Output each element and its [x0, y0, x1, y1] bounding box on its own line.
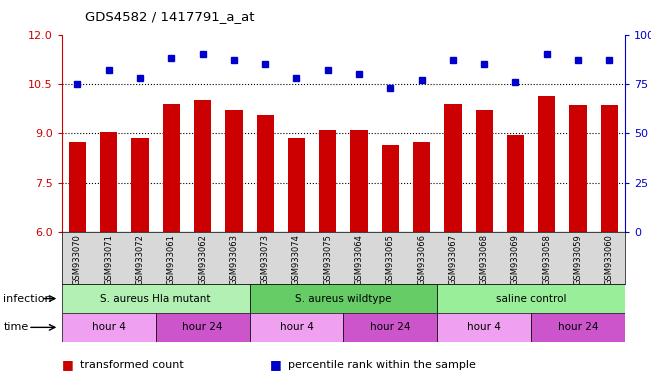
Text: hour 24: hour 24: [558, 322, 598, 333]
Text: GSM933068: GSM933068: [480, 234, 489, 285]
Text: GSM933066: GSM933066: [417, 234, 426, 285]
Bar: [225, 110, 243, 232]
Bar: [194, 101, 211, 232]
Text: hour 4: hour 4: [279, 322, 313, 333]
Bar: [62, 284, 249, 313]
Bar: [69, 142, 86, 232]
Text: GSM933061: GSM933061: [167, 234, 176, 285]
Text: ■: ■: [270, 358, 282, 371]
Text: transformed count: transformed count: [80, 360, 184, 370]
Text: GSM933065: GSM933065: [386, 234, 395, 285]
Bar: [343, 313, 437, 342]
Text: GSM933069: GSM933069: [511, 234, 520, 285]
Bar: [476, 110, 493, 232]
Bar: [413, 142, 430, 232]
Text: GSM933071: GSM933071: [104, 234, 113, 285]
Text: GSM933075: GSM933075: [324, 234, 332, 285]
Text: GSM933059: GSM933059: [574, 234, 583, 285]
Text: GSM933064: GSM933064: [355, 234, 363, 285]
Text: S. aureus wildtype: S. aureus wildtype: [295, 293, 392, 304]
Text: GSM933070: GSM933070: [73, 234, 82, 285]
Bar: [62, 313, 156, 342]
Bar: [156, 313, 249, 342]
Bar: [288, 138, 305, 232]
Text: hour 24: hour 24: [182, 322, 223, 333]
Text: GSM933067: GSM933067: [449, 234, 458, 285]
Bar: [437, 284, 625, 313]
Text: S. aureus Hla mutant: S. aureus Hla mutant: [100, 293, 211, 304]
Text: GSM933062: GSM933062: [198, 234, 207, 285]
Text: saline control: saline control: [496, 293, 566, 304]
Bar: [163, 104, 180, 232]
Text: infection: infection: [3, 293, 52, 304]
Bar: [507, 135, 524, 232]
Bar: [319, 130, 337, 232]
Text: GSM933072: GSM933072: [135, 234, 145, 285]
Text: ■: ■: [62, 358, 74, 371]
Bar: [100, 132, 117, 232]
Bar: [132, 138, 148, 232]
Text: GSM933058: GSM933058: [542, 234, 551, 285]
Text: GSM933073: GSM933073: [260, 234, 270, 285]
Text: GSM933060: GSM933060: [605, 234, 614, 285]
Bar: [531, 313, 625, 342]
Bar: [256, 115, 274, 232]
Text: hour 24: hour 24: [370, 322, 411, 333]
Text: percentile rank within the sample: percentile rank within the sample: [288, 360, 477, 370]
Text: hour 4: hour 4: [92, 322, 126, 333]
Text: GDS4582 / 1417791_a_at: GDS4582 / 1417791_a_at: [85, 10, 254, 23]
Bar: [570, 106, 587, 232]
Bar: [444, 104, 462, 232]
Text: GSM933063: GSM933063: [229, 234, 238, 285]
Text: time: time: [3, 322, 29, 333]
Bar: [249, 284, 437, 313]
Bar: [538, 96, 555, 232]
Text: hour 4: hour 4: [467, 322, 501, 333]
Bar: [437, 313, 531, 342]
Bar: [601, 106, 618, 232]
Bar: [249, 313, 343, 342]
Text: GSM933074: GSM933074: [292, 234, 301, 285]
Bar: [350, 130, 368, 232]
Bar: [381, 145, 399, 232]
